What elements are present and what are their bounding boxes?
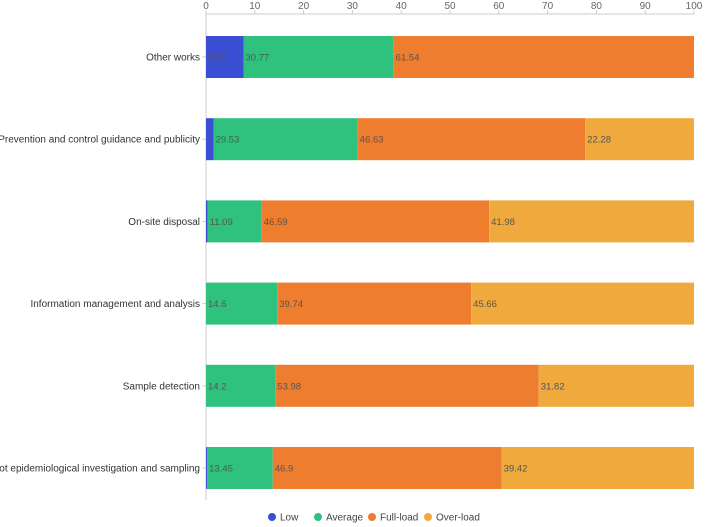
data-label: 46.63 [360, 135, 384, 146]
bar-average [213, 118, 358, 161]
x-tick-label: 60 [493, 1, 505, 12]
legend-label: Full-load [380, 513, 418, 524]
x-tick-label: 80 [591, 1, 603, 12]
legend-label: Average [326, 513, 364, 524]
legend-label: Low [280, 513, 299, 524]
x-tick-label: 50 [444, 1, 456, 12]
x-tick-label: 30 [347, 1, 359, 12]
bar-over-load [489, 200, 694, 243]
data-label: 14.2 [208, 381, 227, 392]
data-label: 61.54 [396, 53, 420, 64]
legend-marker [268, 513, 276, 521]
x-tick-label: 20 [298, 1, 310, 12]
data-label: 11.09 [210, 217, 233, 228]
data-labels: 7.69 30.77 61.54 29.53 46.63 22.28 11.09 46.59 4… [208, 53, 611, 475]
data-label: 7.69 [208, 53, 227, 64]
legend: Low Average Full-load Over-load [268, 513, 480, 524]
legend-marker [314, 513, 322, 521]
bar-low [206, 36, 244, 78]
bar-full-load [272, 447, 502, 489]
data-label: 30.77 [246, 53, 270, 64]
x-axis: 0 10 20 30 40 50 60 70 80 90 100 [203, 1, 703, 500]
bar-average [207, 447, 273, 489]
x-tick-label: 0 [203, 1, 209, 12]
bar-average [206, 364, 276, 407]
data-label: 22.28 [587, 135, 611, 146]
x-tick-label: 90 [640, 1, 652, 12]
data-label: 13.45 [209, 464, 233, 475]
data-label: 31.82 [541, 381, 565, 392]
data-label: 39.42 [504, 464, 528, 475]
bar-low [206, 200, 208, 243]
data-label: 45.66 [473, 299, 497, 310]
bar-full-load [393, 36, 694, 78]
x-tick-label: 10 [249, 1, 261, 12]
bar-low [206, 118, 214, 161]
bar-full-load [275, 364, 539, 407]
bar-over-load [501, 447, 694, 489]
category-labels: Other works Prevention and control guidan… [0, 53, 206, 475]
category-label: Other works [146, 53, 200, 64]
data-label: 39.74 [279, 299, 303, 310]
bar-full-load [357, 118, 586, 161]
bar-average [206, 282, 278, 325]
data-label: 46.9 [275, 464, 294, 475]
category-label: On-site disposal [128, 217, 200, 228]
category-label: Spot epidemiological investigation and s… [0, 464, 200, 475]
bar-over-load [471, 282, 694, 325]
data-label: 46.59 [264, 217, 288, 228]
legend-marker [424, 513, 432, 521]
category-label: Sample detection [123, 381, 200, 392]
x-tick-label: 100 [686, 1, 703, 12]
bar-full-load [277, 282, 472, 325]
bar-average [207, 200, 262, 243]
data-label: 29.53 [216, 135, 240, 146]
category-label: Information management and analysis [30, 299, 200, 310]
data-label: 53.98 [277, 381, 301, 392]
legend-label: Over-load [436, 513, 480, 524]
bar-full-load [261, 200, 490, 243]
category-label: Prevention and control guidance and publ… [0, 135, 200, 146]
legend-marker [368, 513, 376, 521]
bar-over-load [538, 364, 694, 407]
x-tick-label: 70 [542, 1, 554, 12]
bar-average [243, 36, 394, 78]
data-label: 14.6 [208, 299, 227, 310]
bars [206, 36, 694, 489]
x-tick-label: 40 [396, 1, 408, 12]
bar-over-load [585, 118, 694, 161]
data-label: 41.98 [491, 217, 515, 228]
bar-low [206, 447, 208, 489]
